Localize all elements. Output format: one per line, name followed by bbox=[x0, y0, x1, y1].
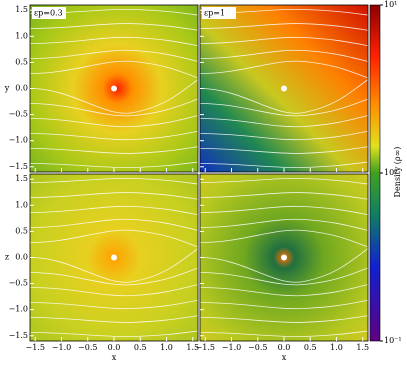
streamline bbox=[199, 36, 369, 47]
y-tick-label: −0.5 bbox=[9, 279, 28, 288]
streamline bbox=[199, 49, 369, 62]
y-tick-label: 0.0 bbox=[15, 253, 28, 262]
colorbar bbox=[369, 4, 381, 342]
x-tick-label: 1.0 bbox=[160, 343, 173, 352]
streamline bbox=[199, 218, 369, 231]
streamline bbox=[199, 161, 369, 169]
streamline bbox=[29, 330, 199, 338]
x-tick-label: 1.5 bbox=[356, 343, 369, 352]
x-tick-label: 1.5 bbox=[186, 343, 199, 352]
colorbar-label: Density (ρ∞) bbox=[393, 147, 402, 198]
x-tick-label: −0.5 bbox=[78, 343, 97, 352]
panel-label-box bbox=[32, 7, 66, 19]
y-tick-label: 1.0 bbox=[15, 200, 28, 209]
y-tick-label: 1.5 bbox=[15, 5, 28, 14]
x-tick-label: 0.5 bbox=[134, 343, 147, 352]
x-tick-label: 0.5 bbox=[304, 343, 317, 352]
streamline bbox=[29, 130, 199, 141]
streamline bbox=[29, 23, 199, 31]
panel: εp=1 bbox=[199, 4, 369, 173]
body bbox=[111, 254, 117, 261]
streamline bbox=[199, 192, 369, 200]
streamline bbox=[29, 60, 199, 79]
streamline bbox=[29, 229, 199, 248]
body bbox=[281, 85, 287, 92]
streamline bbox=[29, 218, 199, 231]
streamline bbox=[199, 330, 369, 338]
streamline bbox=[29, 315, 199, 323]
streamline bbox=[29, 284, 199, 297]
streamline bbox=[199, 315, 369, 323]
colorbar-tick-label: 10¹ bbox=[384, 0, 397, 9]
x-tick-label: −1.5 bbox=[26, 343, 45, 352]
body bbox=[281, 254, 287, 261]
streamline bbox=[29, 49, 199, 62]
streamline bbox=[29, 98, 199, 117]
x-tick-label: 1.0 bbox=[330, 343, 343, 352]
y-axis-label: z bbox=[5, 253, 9, 262]
x-tick-label: −1.5 bbox=[196, 343, 215, 352]
streamline bbox=[199, 267, 369, 286]
y-tick-label: 1.0 bbox=[15, 31, 28, 40]
y-tick-label: −1.0 bbox=[9, 305, 28, 314]
streamline bbox=[29, 115, 199, 128]
x-tick-label: −0.5 bbox=[248, 343, 267, 352]
panel-label: εp=0.3 bbox=[34, 9, 63, 18]
y-tick-label: −1.5 bbox=[9, 331, 28, 340]
panel: −1.5 −1.0 −0.5 0.0 0.5 1.0 1.5 εp=0.3 y bbox=[4, 4, 199, 173]
streamline bbox=[29, 267, 199, 286]
streamline bbox=[199, 60, 369, 79]
streamline bbox=[199, 115, 369, 128]
y-tick-label: 1.5 bbox=[15, 174, 28, 183]
y-axis-label: y bbox=[4, 84, 10, 93]
y-tick-label: 0.5 bbox=[15, 226, 28, 235]
x-tick-label: 0.0 bbox=[108, 343, 121, 352]
x-axis-label: x bbox=[282, 353, 287, 362]
streamline bbox=[199, 98, 369, 117]
y-tick-label: −0.5 bbox=[9, 110, 28, 119]
streamline bbox=[29, 192, 199, 200]
streamline bbox=[29, 161, 199, 169]
colorbar-tick-label: 10⁻¹ bbox=[384, 336, 402, 345]
streamline bbox=[29, 205, 199, 216]
panel: −1.5 −1.0 −0.5 0.0 0.5 1.0 1.5 −1.5 −1.0 −0.5 0.0 0… bbox=[5, 173, 199, 362]
streamline bbox=[199, 130, 369, 141]
panel-label: εp=1 bbox=[204, 9, 225, 18]
streamline bbox=[199, 284, 369, 297]
panel-label-box bbox=[202, 7, 236, 19]
streamline bbox=[29, 146, 199, 154]
streamline bbox=[199, 23, 369, 31]
colorbar-tick-label: 10⁰ bbox=[384, 168, 397, 177]
y-tick-label: −1.5 bbox=[9, 162, 28, 171]
x-tick-label: 0.0 bbox=[278, 343, 291, 352]
body bbox=[111, 85, 117, 92]
x-tick-label: −1.0 bbox=[222, 343, 241, 352]
streamline bbox=[29, 36, 199, 47]
y-tick-label: 0.5 bbox=[15, 57, 28, 66]
streamline bbox=[29, 299, 199, 310]
streamline bbox=[199, 299, 369, 310]
panel: −1.5 −1.0 −0.5 0.0 0.5 1.0 1.5 x bbox=[196, 173, 369, 362]
streamline bbox=[29, 177, 199, 185]
streamline bbox=[199, 248, 369, 283]
y-tick-label: −1.0 bbox=[9, 136, 28, 145]
streamline bbox=[199, 177, 369, 185]
streamline bbox=[29, 248, 199, 283]
streamline bbox=[199, 229, 369, 248]
streamline bbox=[199, 79, 369, 114]
y-tick-label: 0.0 bbox=[15, 84, 28, 93]
streamline bbox=[199, 146, 369, 154]
x-tick-label: −1.0 bbox=[52, 343, 71, 352]
streamline bbox=[29, 79, 199, 114]
streamline bbox=[199, 205, 369, 216]
x-axis-label: x bbox=[112, 353, 117, 362]
